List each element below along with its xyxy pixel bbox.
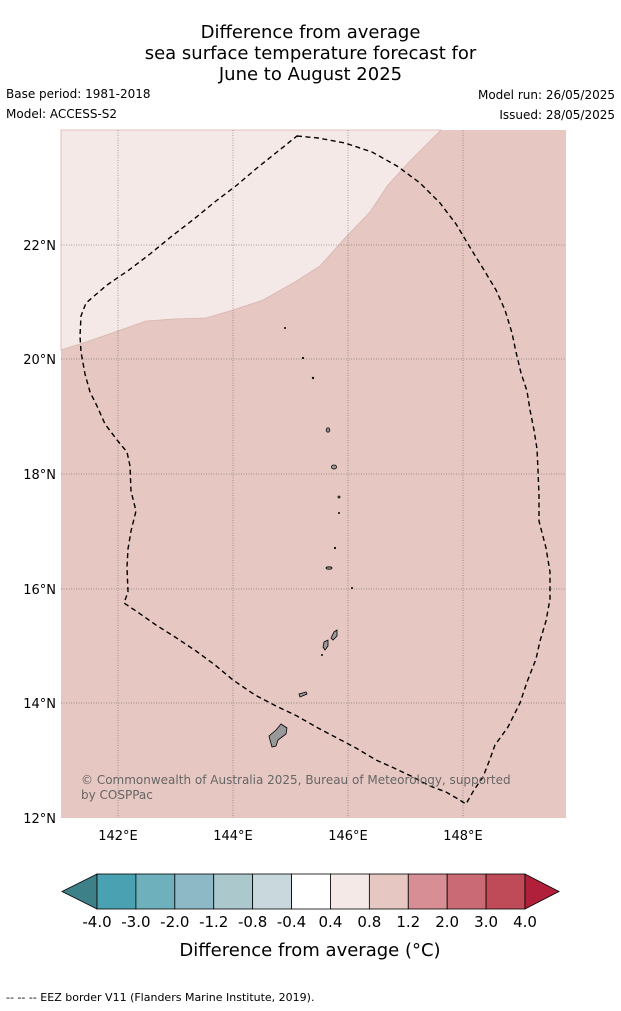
island-islet-4	[311, 376, 315, 380]
model-name: Model: ACCESS-S2	[6, 107, 118, 121]
colorbar-tick-label: 0.8	[357, 913, 381, 931]
gridlines	[61, 130, 566, 818]
colorbar-segment	[485, 873, 526, 910]
island-islet-3	[333, 546, 337, 550]
island-islet-2	[337, 512, 340, 515]
model-run: Model run: 26/05/2025	[477, 88, 615, 102]
colorbar-segment	[407, 873, 448, 910]
island-rota	[298, 691, 308, 698]
colorbar-tick-label: -2.0	[160, 913, 189, 931]
colorbar-label: Difference from average (°C)	[179, 940, 440, 961]
lon-label: 148°E	[443, 829, 483, 844]
lat-label: 18°N	[23, 468, 56, 483]
lat-label: 22°N	[23, 239, 56, 254]
colorbar-tick-label: -1.2	[199, 913, 228, 931]
colorbar-segment	[174, 873, 215, 910]
colorbar-arrow-high	[524, 873, 560, 910]
anomaly-region-0-4-to-0-8	[60, 129, 442, 351]
island-islet-7	[350, 587, 353, 590]
title-line-2: sea surface temperature forecast for	[144, 43, 477, 64]
colorbar-segment	[291, 873, 331, 910]
islands	[268, 326, 353, 748]
island-tinian	[322, 639, 329, 651]
island-islet-5	[301, 356, 305, 360]
colorbar-segment	[368, 873, 409, 910]
island-pagan	[331, 464, 337, 470]
island-guam	[268, 723, 288, 748]
chart-title: Difference from average sea surface temp…	[0, 22, 621, 85]
lat-label: 16°N	[23, 583, 56, 598]
copyright-line-1: © Commonwealth of Australia 2025, Bureau…	[81, 773, 511, 787]
colorbar-segment	[135, 873, 176, 910]
island-islet-1	[337, 495, 341, 499]
issued-date: Issued: 28/05/2025	[499, 108, 615, 122]
base-period: Base period: 1981-2018	[6, 87, 151, 101]
colorbar-tick-label: 4.0	[513, 913, 537, 931]
island-islet-8	[320, 654, 323, 657]
title-line-3: June to August 2025	[218, 64, 403, 85]
copyright-line-2: by COSPPac	[81, 788, 153, 802]
colorbar-segment	[213, 873, 254, 910]
colorbar-segment	[252, 873, 292, 910]
longitude-labels: 142°E 144°E 146°E 148°E	[98, 829, 483, 844]
lat-label: 20°N	[23, 353, 56, 368]
colorbar-segment	[446, 873, 487, 910]
colorbar-tick-label: 2.0	[435, 913, 459, 931]
island-agrihan	[325, 427, 331, 433]
lon-label: 142°E	[98, 829, 138, 844]
eez-source-note: -- -- -- EEZ border V11 (Flanders Marine…	[6, 991, 315, 1004]
lat-label: 14°N	[23, 697, 56, 712]
lon-label: 146°E	[328, 829, 368, 844]
colorbar-tick-label: -3.0	[121, 913, 150, 931]
lat-label: 12°N	[23, 812, 56, 827]
title-line-1: Difference from average	[200, 22, 421, 43]
map-plot: © Commonwealth of Australia 2025, Bureau…	[60, 129, 566, 818]
island-islet-6	[283, 326, 286, 329]
eez-border	[79, 135, 551, 805]
colorbar-arrow-low	[61, 873, 98, 910]
colorbar-tick-label: -4.0	[82, 913, 111, 931]
colorbar: -4.0 -3.0 -2.0 -1.2 -0.8 -0.4 0.4 0.8 1.2 2.0 3.0 4…	[61, 873, 560, 931]
colorbar-tick-label: 0.4	[319, 913, 343, 931]
latitude-labels: 22°N 20°N 18°N 16°N 14°N 12°N	[23, 239, 56, 827]
colorbar-tick-label: 1.2	[396, 913, 420, 931]
colorbar-segment	[330, 873, 370, 910]
colorbar-tick-label: -0.4	[277, 913, 306, 931]
colorbar-tick-label: -0.8	[238, 913, 267, 931]
island-anatahan	[325, 566, 333, 570]
colorbar-tick-label: 3.0	[474, 913, 498, 931]
island-saipan	[330, 629, 338, 641]
colorbar-segment	[96, 873, 137, 910]
lon-label: 144°E	[213, 829, 253, 844]
